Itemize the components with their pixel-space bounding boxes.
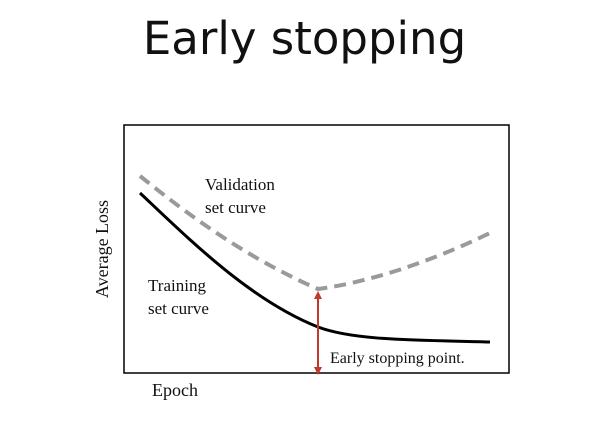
validation-curve: [138, 174, 491, 292]
training-label-line2: set curve: [148, 299, 209, 318]
x-axis-label: Epoch: [152, 380, 198, 400]
validation-label-line2: set curve: [205, 198, 266, 217]
early-stopping-label: Early stopping point.: [330, 350, 465, 367]
y-axis-label: Average Loss: [92, 200, 112, 298]
validation-label-line1: Validation: [205, 175, 275, 194]
slide-title: Early stopping: [142, 12, 467, 65]
training-label-line1: Training: [148, 276, 206, 295]
